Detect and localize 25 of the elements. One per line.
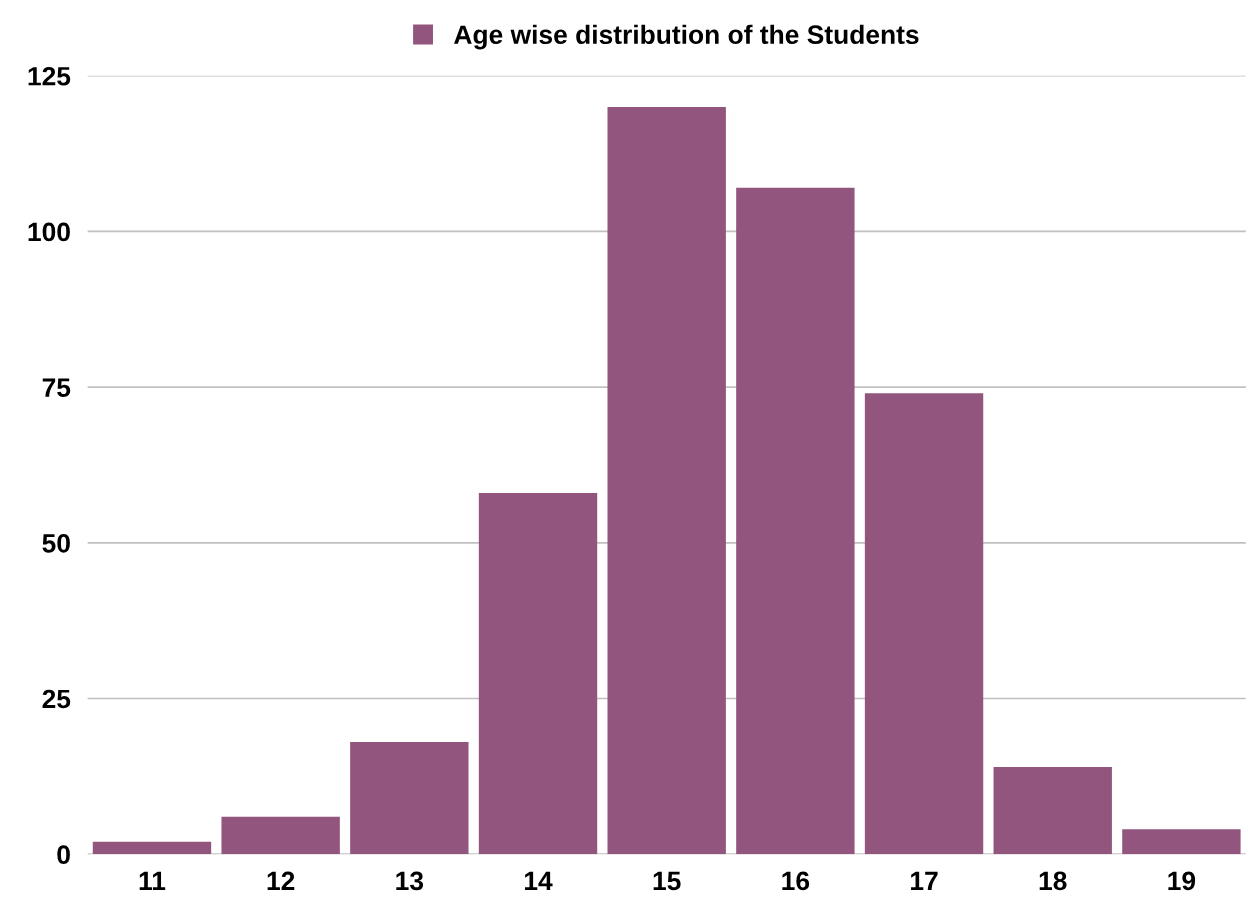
x-tick-label: 18: [1039, 871, 1067, 891]
y-tick-label: 0: [57, 845, 70, 865]
y-tick-label: 25: [42, 689, 71, 709]
x-tick-label: 19: [1168, 871, 1196, 891]
x-tick-label: 14: [525, 871, 553, 890]
bar: [1122, 829, 1241, 855]
x-tick-label: 15: [653, 871, 681, 891]
x-tick-label: 17: [911, 871, 938, 890]
y-tick-label: 50: [42, 533, 70, 553]
bar: [736, 187, 855, 855]
bar: [607, 106, 726, 855]
y-tick-label: 125: [28, 66, 71, 86]
y-tick-label: 75: [42, 378, 71, 397]
bar: [864, 393, 984, 855]
legend-label: Age wise distribution of the Students: [454, 24, 919, 50]
y-tick-label: 100: [28, 222, 70, 242]
bar: [993, 767, 1112, 855]
bar: [350, 742, 469, 855]
bar: [478, 493, 598, 855]
bar: [92, 841, 212, 855]
x-tick-label: 16: [782, 871, 810, 891]
bar: [221, 816, 340, 855]
x-tick-label: 12: [267, 871, 295, 890]
x-tick-label: 13: [396, 871, 424, 891]
x-tick-label: 11: [139, 871, 166, 890]
